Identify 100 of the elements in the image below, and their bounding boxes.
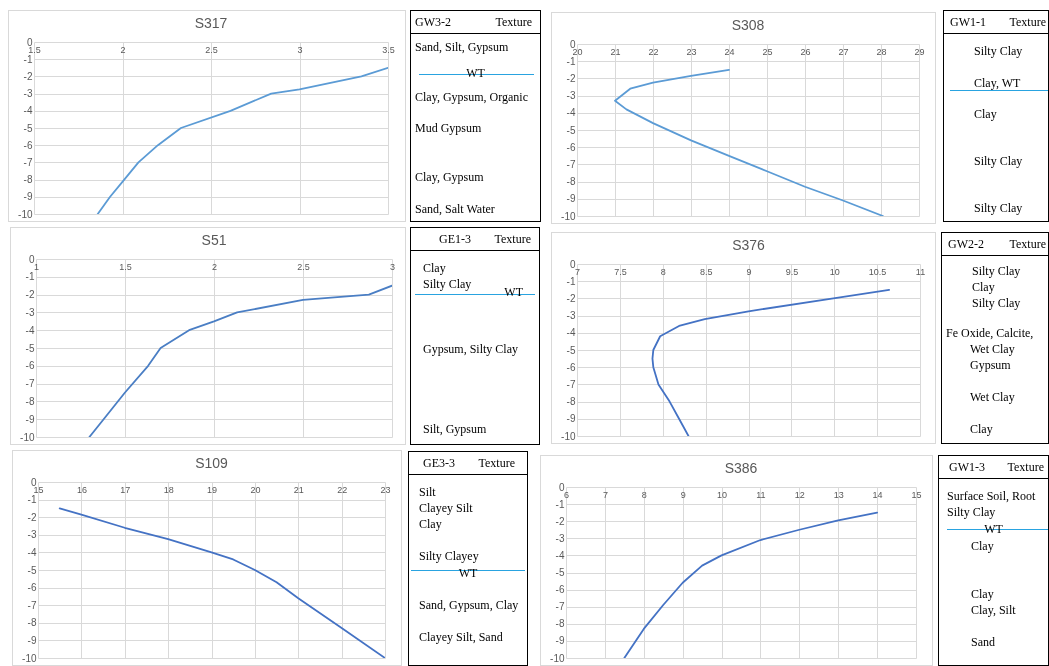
x-tick-label: 10 xyxy=(829,266,840,277)
y-tick-label: -10 xyxy=(550,652,565,664)
x-tick-label: 24 xyxy=(724,46,735,57)
y-tick-label: -2 xyxy=(566,292,576,304)
y-tick-label: -4 xyxy=(555,549,565,561)
text: Clay, Silt xyxy=(971,603,1016,617)
x-tick-label: 3 xyxy=(389,261,396,272)
x-tick-label: 12 xyxy=(794,489,805,500)
text: Texture xyxy=(1009,15,1046,30)
x-tick-label: 1.5 xyxy=(119,261,132,272)
chart-title: S386 xyxy=(724,460,758,476)
y-tick-label: -3 xyxy=(27,529,37,541)
y-tick-label: -6 xyxy=(25,360,35,372)
text: Clayey Silt xyxy=(419,501,473,515)
y-tick-label: -9 xyxy=(25,413,35,425)
text: Texture xyxy=(1009,237,1046,252)
y-tick-label: -7 xyxy=(555,601,565,613)
y-tick-label: -10 xyxy=(20,431,35,443)
text: Wet Clay xyxy=(970,342,1015,356)
y-tick-label: -4 xyxy=(566,327,576,339)
y-tick-label: 0 xyxy=(569,258,576,270)
x-tick-label: 15 xyxy=(911,489,922,500)
x-tick-label: 9 xyxy=(746,266,752,277)
x-tick-label: 2 xyxy=(120,44,126,55)
y-tick-label: -10 xyxy=(22,652,37,664)
y-tick-label: -1 xyxy=(27,494,37,506)
y-tick-label: -7 xyxy=(566,158,576,170)
y-tick-label: -4 xyxy=(566,107,576,119)
text: Clayey Silt, Sand xyxy=(419,630,503,644)
x-tick-label: 6 xyxy=(563,489,570,500)
x-tick-label: 28 xyxy=(876,46,887,57)
y-tick-label: -10 xyxy=(561,210,576,222)
y-tick-label: -3 xyxy=(566,310,576,322)
x-tick-label: 16 xyxy=(76,484,87,495)
x-tick-label: 7.5 xyxy=(614,266,627,277)
y-tick-label: -5 xyxy=(25,342,35,354)
y-tick-label: -5 xyxy=(566,124,576,136)
x-tick-label: 13 xyxy=(833,489,844,500)
line-series xyxy=(623,511,879,658)
text: GW2-2 xyxy=(948,237,984,252)
text: Clay xyxy=(971,539,994,553)
x-tick-label: 18 xyxy=(163,484,174,495)
y-tick-label: -5 xyxy=(27,564,37,576)
text: Silty Clay xyxy=(972,296,1021,310)
x-tick-label: 2.5 xyxy=(297,261,310,272)
text: GW1-1 xyxy=(950,15,986,30)
line-series xyxy=(96,66,388,214)
x-tick-label: 23 xyxy=(380,484,391,495)
y-tick-label: -6 xyxy=(23,139,33,151)
y-tick-label: -6 xyxy=(566,361,576,373)
y-tick-label: -8 xyxy=(566,396,576,408)
text: Silty Clayey xyxy=(419,549,479,563)
y-tick-label: -2 xyxy=(23,70,33,82)
text: Texture xyxy=(495,15,532,30)
y-tick-label: -7 xyxy=(566,378,576,390)
text: GE1-3 xyxy=(439,232,471,247)
text: Silt xyxy=(419,485,436,499)
x-tick-label: 14 xyxy=(872,489,883,500)
x-tick-label: 8 xyxy=(660,266,666,277)
text: Silty Clay xyxy=(974,154,1023,168)
y-tick-label: -5 xyxy=(566,344,576,356)
text: Surface Soil, Root xyxy=(947,489,1036,503)
y-tick-label: -9 xyxy=(555,635,565,647)
y-tick-label: -3 xyxy=(566,90,576,102)
text: Clay, WT xyxy=(974,76,1021,90)
y-tick-label: -10 xyxy=(18,208,33,220)
line-series xyxy=(614,68,884,216)
x-tick-label: 29 xyxy=(914,46,925,57)
x-tick-label: 9 xyxy=(680,489,686,500)
y-tick-label: -1 xyxy=(566,55,576,67)
y-tick-label: -8 xyxy=(27,617,37,629)
chart-title: S51 xyxy=(201,232,227,248)
x-tick-label: 1 xyxy=(33,261,40,272)
x-tick-label: 8.5 xyxy=(699,266,713,277)
x-tick-label: 8 xyxy=(641,489,647,500)
text: Sand xyxy=(971,635,995,649)
text: Silty Clay xyxy=(974,44,1023,58)
y-tick-label: -7 xyxy=(25,378,35,390)
y-tick-label: -2 xyxy=(25,289,35,301)
text: Texture xyxy=(494,232,531,247)
text: GW3-2 xyxy=(415,15,451,30)
y-tick-label: -8 xyxy=(566,176,576,188)
chart-title: S308 xyxy=(731,17,765,33)
y-tick-label: -1 xyxy=(25,271,35,283)
x-tick-label: 2 xyxy=(211,261,218,272)
x-tick-label: 20 xyxy=(250,484,261,495)
text: Sand, Silt, Gypsum xyxy=(415,40,509,54)
text: Silty Clay xyxy=(974,201,1023,215)
x-tick-label: 11 xyxy=(915,266,926,277)
y-tick-label: 0 xyxy=(558,481,565,493)
text: Clay, Gypsum, Organic xyxy=(415,90,528,104)
y-tick-label: -8 xyxy=(25,395,35,407)
text: Fe Oxide, Calcite, xyxy=(946,326,1034,340)
y-tick-label: -9 xyxy=(23,191,33,203)
x-tick-label: 21 xyxy=(610,46,621,57)
text: Gypsum xyxy=(970,358,1011,372)
x-tick-label: 17 xyxy=(120,484,131,495)
x-tick-label: 27 xyxy=(838,46,849,57)
text: Clay xyxy=(419,517,442,531)
text: Silty Clay xyxy=(972,264,1021,278)
